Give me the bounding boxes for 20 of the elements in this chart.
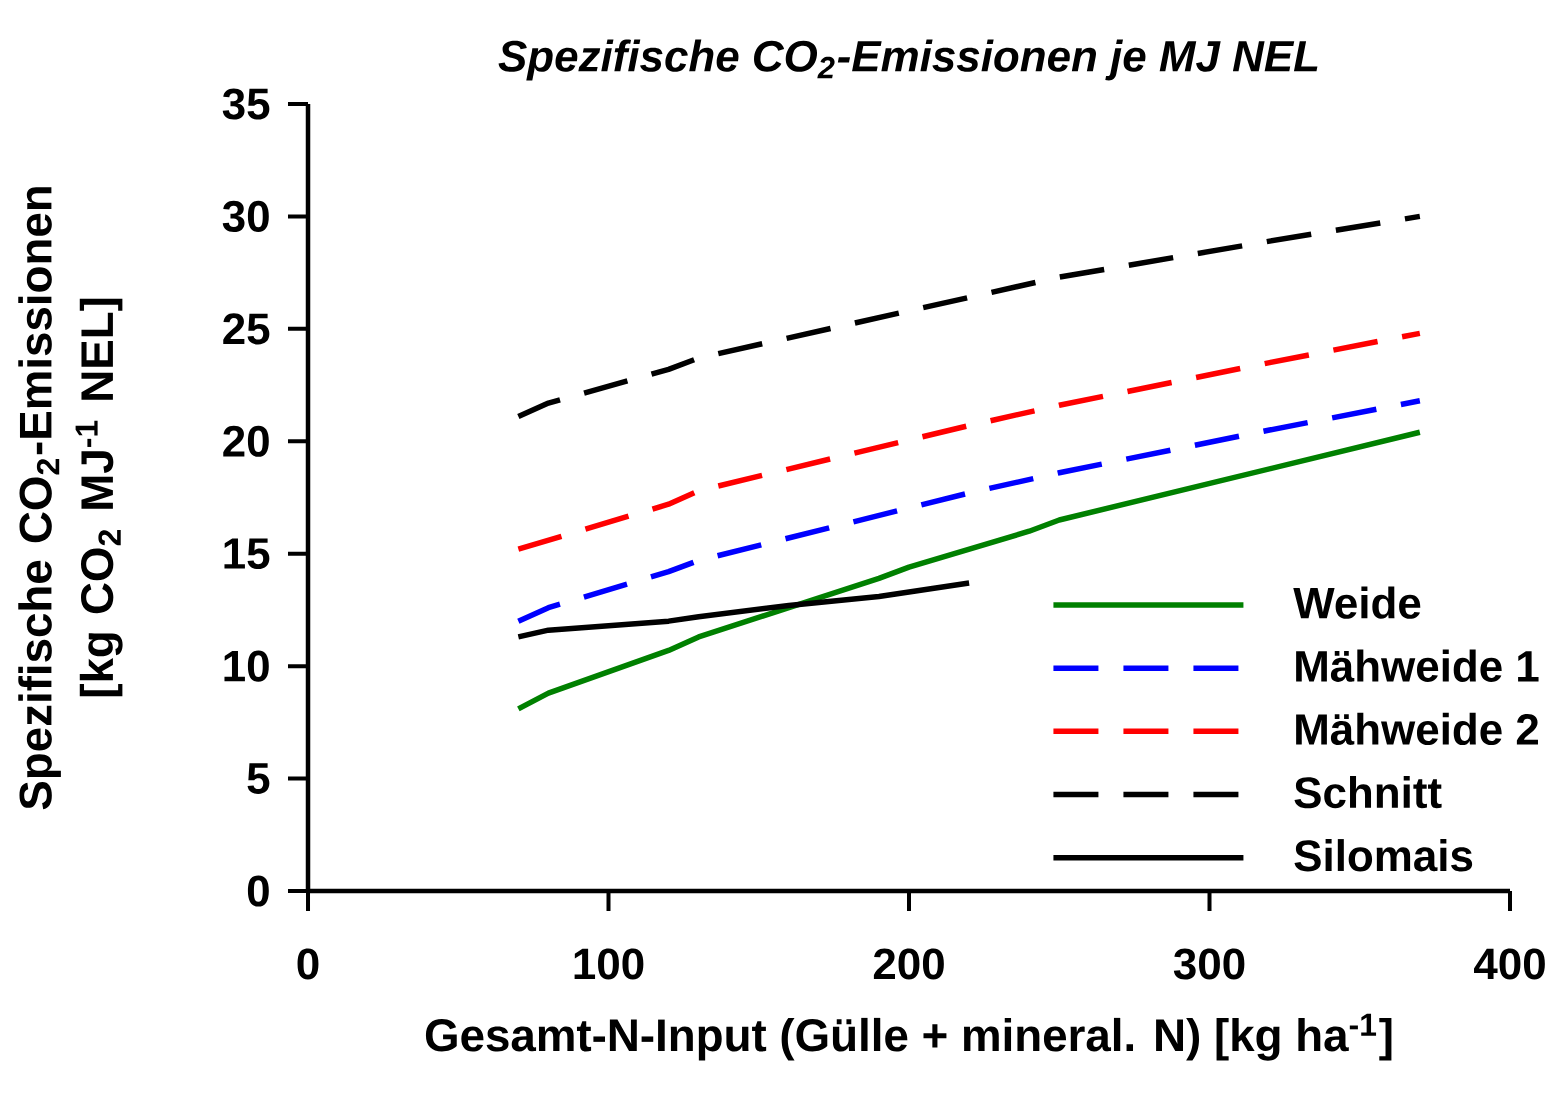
x-tick-label: 300 <box>1173 948 1245 980</box>
x-tick-label: 400 <box>1474 948 1545 980</box>
y-tick-label: 20 <box>223 425 269 457</box>
x-tick-label: 0 <box>297 948 319 980</box>
y-tick-label: 30 <box>222 200 269 232</box>
y-tick-label: 5 <box>247 763 270 794</box>
legend-label: Silomais <box>1294 839 1473 872</box>
y-tick-label: 25 <box>223 313 270 345</box>
y-tick-label: 10 <box>224 650 269 682</box>
x-axis-title: Gesamt-N-Input (Gülle + mineral. N) [kg ha$^{-1}$] <box>425 1013 1392 1061</box>
x-tick-label: 100 <box>574 948 644 980</box>
x-tick-label: 200 <box>873 948 944 980</box>
y-tick-label: 0 <box>247 875 269 907</box>
legend-label: Weide <box>1293 586 1421 619</box>
legend-label: Mähweide 1 <box>1296 649 1539 682</box>
y-tick-label: 15 <box>224 538 270 570</box>
y-tick-label: 35 <box>222 88 270 120</box>
legend-label: Mähweide 2 <box>1296 712 1538 746</box>
legend-label: Schnitt <box>1294 775 1442 809</box>
chart-title: Spezifische CO$_{2}$-Emissionen je MJ NEL <box>498 39 1318 81</box>
